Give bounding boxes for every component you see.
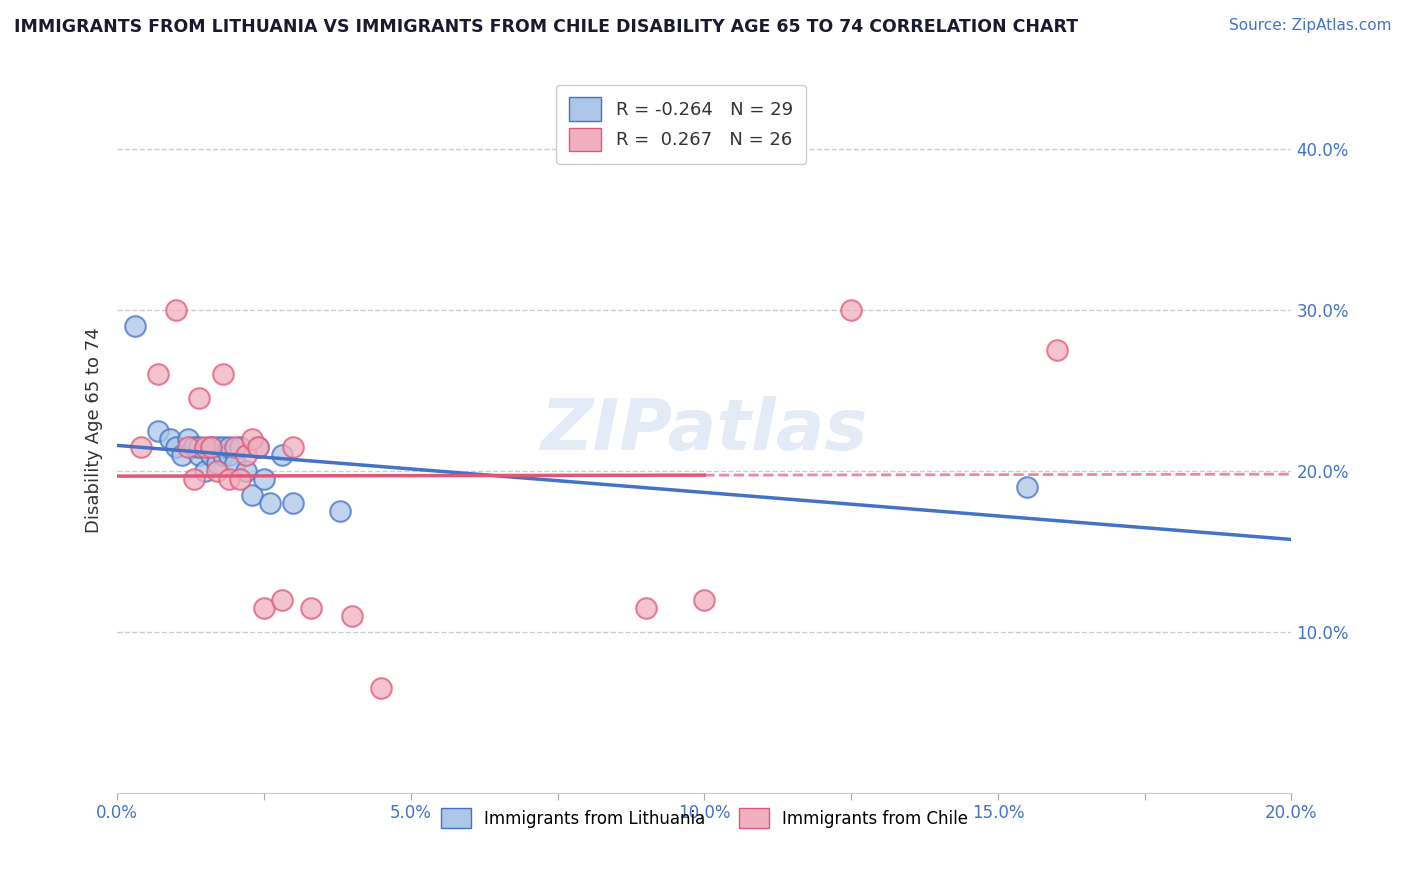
Point bbox=[148, 424, 170, 438]
Point bbox=[235, 464, 257, 478]
Point bbox=[253, 600, 276, 615]
Point bbox=[200, 440, 222, 454]
Point bbox=[212, 368, 235, 382]
Point bbox=[253, 472, 276, 486]
Legend: Immigrants from Lithuania, Immigrants from Chile: Immigrants from Lithuania, Immigrants fr… bbox=[434, 801, 974, 835]
Point bbox=[148, 368, 170, 382]
Point bbox=[129, 440, 152, 454]
Point bbox=[240, 488, 263, 502]
Point bbox=[188, 392, 211, 406]
Point bbox=[218, 440, 240, 454]
Y-axis label: Disability Age 65 to 74: Disability Age 65 to 74 bbox=[86, 327, 103, 533]
Point bbox=[634, 600, 657, 615]
Point bbox=[247, 440, 270, 454]
Point bbox=[165, 440, 187, 454]
Point bbox=[218, 448, 240, 462]
Point bbox=[194, 464, 217, 478]
Point bbox=[283, 496, 305, 510]
Point bbox=[188, 448, 211, 462]
Point bbox=[170, 448, 193, 462]
Point bbox=[205, 440, 228, 454]
Point bbox=[283, 440, 305, 454]
Point bbox=[159, 432, 181, 446]
Point bbox=[1017, 480, 1039, 494]
Point bbox=[224, 456, 246, 470]
Text: IMMIGRANTS FROM LITHUANIA VS IMMIGRANTS FROM CHILE DISABILITY AGE 65 TO 74 CORRE: IMMIGRANTS FROM LITHUANIA VS IMMIGRANTS … bbox=[14, 18, 1078, 36]
Point bbox=[200, 448, 222, 462]
Point bbox=[183, 472, 205, 486]
Point bbox=[229, 472, 252, 486]
Point bbox=[1045, 343, 1067, 358]
Point bbox=[229, 440, 252, 454]
Point bbox=[370, 681, 392, 695]
Point bbox=[224, 440, 246, 454]
Point bbox=[329, 504, 352, 518]
Point bbox=[235, 448, 257, 462]
Point bbox=[247, 440, 270, 454]
Point bbox=[176, 440, 198, 454]
Point bbox=[165, 302, 187, 317]
Point bbox=[839, 302, 862, 317]
Point bbox=[340, 608, 363, 623]
Point bbox=[299, 600, 322, 615]
Point bbox=[259, 496, 281, 510]
Point bbox=[176, 432, 198, 446]
Point bbox=[194, 440, 217, 454]
Point bbox=[212, 448, 235, 462]
Point bbox=[270, 448, 292, 462]
Point bbox=[188, 440, 211, 454]
Point bbox=[205, 464, 228, 478]
Point bbox=[124, 318, 146, 333]
Point bbox=[693, 592, 716, 607]
Point bbox=[183, 440, 205, 454]
Point bbox=[205, 456, 228, 470]
Point bbox=[240, 432, 263, 446]
Point bbox=[218, 472, 240, 486]
Text: Source: ZipAtlas.com: Source: ZipAtlas.com bbox=[1229, 18, 1392, 33]
Point bbox=[200, 440, 222, 454]
Point bbox=[270, 592, 292, 607]
Point bbox=[212, 440, 235, 454]
Text: ZIPatlas: ZIPatlas bbox=[541, 396, 868, 465]
